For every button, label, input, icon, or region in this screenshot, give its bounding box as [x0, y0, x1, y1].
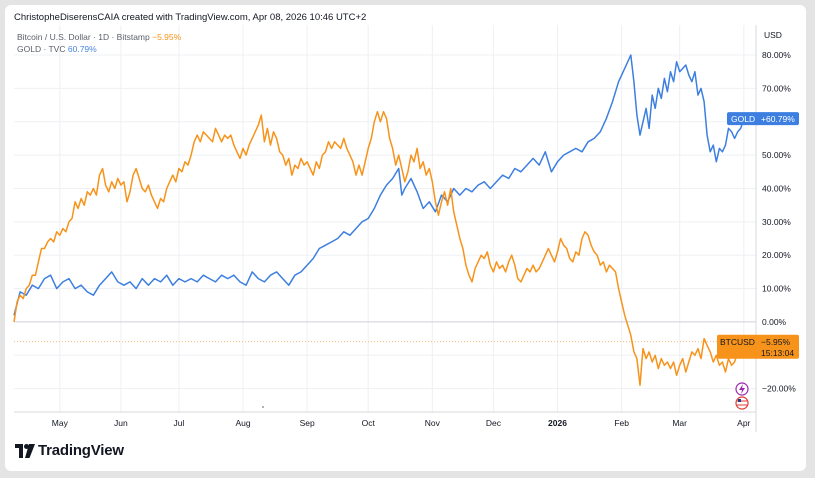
x-tick-label: Mar [672, 418, 687, 428]
legend-gold-label: GOLD · TVC [17, 44, 66, 54]
y-tick-label: 40.00% [762, 183, 791, 193]
gold-series-line[interactable] [13, 54, 745, 316]
y-tick-label: −20.00% [762, 384, 796, 394]
x-tick-label: Aug [235, 418, 250, 428]
legend-gold[interactable]: GOLD · TVC 60.79% [17, 43, 181, 55]
gold-tag-name: GOLD [731, 114, 755, 124]
x-tick-label: Dec [486, 418, 502, 428]
y-tick-label: 30.00% [762, 217, 791, 227]
x-tick-label: Apr [737, 418, 750, 428]
legend-gold-value: 60.79% [67, 44, 97, 54]
flag-canton-icon [738, 399, 741, 402]
x-tick-label: 2026 [548, 418, 567, 428]
brand-name: TradingView [38, 442, 124, 459]
y-tick-label: 10.00% [762, 284, 791, 294]
us-flag-event-icon[interactable] [735, 396, 749, 410]
gold-price-tag[interactable] [727, 112, 799, 126]
x-tick-label: Sep [300, 418, 315, 428]
price-axis-unit: USD [764, 30, 782, 40]
lightning-glyph-icon [739, 384, 745, 394]
btc-tag-name: BTCUSD [720, 337, 755, 347]
y-tick-label: 70.00% [762, 83, 791, 93]
btc-tag-countdown: 15:13:04 [761, 348, 794, 358]
tradingview-logo-icon [15, 444, 35, 458]
y-tick-label: 0.00% [762, 317, 787, 327]
x-tick-label: Feb [614, 418, 629, 428]
price-chart[interactable]: USD80.00%70.00%60.00%50.00%40.00%30.00%2… [5, 5, 806, 471]
chart-frame: ChristopheDiserensCAIA created with Trad… [5, 5, 806, 471]
x-tick-label: Oct [362, 418, 376, 428]
legend-btc[interactable]: Bitcoin / U.S. Dollar · 1D · Bitstamp −5… [17, 31, 181, 43]
y-tick-label: 50.00% [762, 150, 791, 160]
legend-btc-value: −5.95% [152, 32, 182, 42]
x-tick-label: Nov [425, 418, 441, 428]
x-tick-label: Jul [173, 418, 184, 428]
tradingview-brand[interactable]: TradingView [15, 442, 124, 459]
btc-series-line[interactable] [13, 110, 745, 387]
btc-tag-value: −5.95% [761, 337, 791, 347]
legend-btc-label: Bitcoin / U.S. Dollar · 1D · Bitstamp [17, 32, 150, 42]
chart-author-caption: ChristopheDiserensCAIA created with Trad… [14, 12, 367, 23]
btc-price-tag[interactable] [717, 334, 799, 359]
x-tick-label: Jun [114, 418, 128, 428]
y-tick-label: 80.00% [762, 50, 791, 60]
time-marker-dot [262, 406, 264, 408]
chart-legend: Bitcoin / U.S. Dollar · 1D · Bitstamp −5… [17, 31, 181, 55]
y-tick-label: 20.00% [762, 250, 791, 260]
gold-tag-value: +60.79% [761, 114, 795, 124]
x-tick-label: May [52, 418, 69, 428]
